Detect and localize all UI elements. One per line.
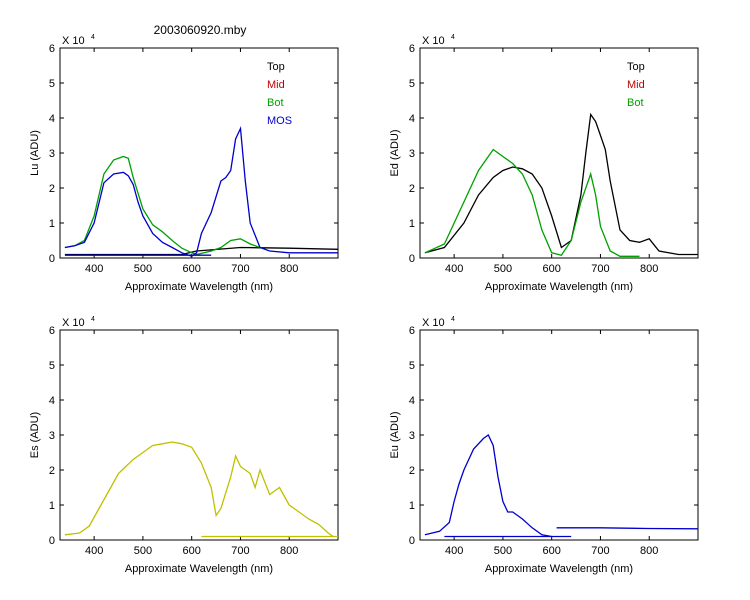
y-axis-label: Eu (ADU) (389, 411, 401, 458)
x-tick-label: 500 (134, 545, 152, 557)
y-tick-label: 3 (409, 430, 415, 442)
x-tick-label: 700 (231, 263, 249, 275)
y-exponent-power: 4 (451, 316, 455, 323)
y-tick-label: 0 (409, 253, 415, 265)
y-tick-label: 5 (49, 78, 55, 90)
x-tick-label: 600 (183, 263, 201, 275)
x-tick-label: 400 (85, 263, 103, 275)
y-tick-label: 6 (409, 325, 415, 337)
y-tick-label: 4 (49, 395, 55, 407)
y-tick-label: 3 (409, 148, 415, 160)
y-axis-label: Es (ADU) (29, 412, 41, 458)
y-exponent-label: X 10 (422, 317, 445, 329)
series-line-top (424, 112, 698, 256)
y-tick-label: 2 (49, 465, 55, 477)
x-tick-label: 500 (494, 545, 512, 557)
x-tick-label: 400 (445, 545, 463, 557)
y-tick-label: 3 (49, 148, 55, 160)
x-tick-label: 700 (591, 263, 609, 275)
x-axis-label: Approximate Wavelength (nm) (125, 563, 273, 575)
y-exponent-power: 4 (91, 34, 95, 41)
chart-es: 0 1 2 3 4 5 6 400 500 600 700 800 X 10 4 Approximate W… (29, 316, 339, 575)
y-tick-label: 6 (409, 43, 415, 55)
chart-ed: 0 1 2 3 4 5 6 400 500 600 700 800 X 10 4 Approximate W… (389, 34, 699, 293)
x-tick-label: 700 (591, 545, 609, 557)
legend-entry: Top (267, 61, 285, 73)
legend-entry: Top (627, 61, 645, 73)
x-tick-label: 600 (543, 263, 561, 275)
legend-entry: MOS (267, 115, 292, 127)
y-tick-label: 4 (409, 113, 415, 125)
y-exponent-power: 4 (91, 316, 95, 323)
x-tick-label: 800 (640, 263, 658, 275)
plot-frame (59, 47, 339, 259)
chart-lu: 0 1 2 3 4 5 6 400 500 600 700 800 X 10 4 Approximate W… (29, 34, 339, 293)
plot-frame (59, 329, 339, 541)
y-exponent-label: X 10 (422, 35, 445, 47)
plot-frame (419, 329, 699, 541)
y-tick-label: 1 (49, 218, 55, 230)
chart-eu: 0 1 2 3 4 5 6 400 500 600 700 800 X 10 4 Approximate W… (389, 316, 699, 575)
x-tick-label: 700 (231, 545, 249, 557)
y-tick-label: 4 (409, 395, 415, 407)
x-tick-label: 500 (494, 263, 512, 275)
series-line-eu (424, 434, 552, 538)
y-tick-label: 0 (49, 253, 55, 265)
series-line-top (64, 246, 339, 256)
series-line-bot (424, 148, 640, 257)
x-tick-label: 800 (280, 263, 298, 275)
series-line-eu-red (556, 527, 699, 530)
x-axis-label: Approximate Wavelength (nm) (125, 281, 273, 293)
legend-entry: Mid (627, 79, 645, 91)
x-tick-label: 400 (445, 263, 463, 275)
y-tick-label: 2 (409, 465, 415, 477)
x-tick-label: 800 (640, 545, 658, 557)
y-tick-label: 6 (49, 43, 55, 55)
y-tick-label: 3 (49, 430, 55, 442)
y-tick-label: 1 (49, 500, 55, 512)
y-tick-label: 0 (49, 535, 55, 547)
y-exponent-label: X 10 (62, 35, 85, 47)
y-tick-label: 1 (409, 218, 415, 230)
y-tick-label: 2 (409, 183, 415, 195)
x-tick-label: 500 (134, 263, 152, 275)
x-tick-label: 600 (543, 545, 561, 557)
y-tick-label: 5 (409, 78, 415, 90)
y-exponent-label: X 10 (62, 317, 85, 329)
y-axis-label: Ed (ADU) (389, 129, 401, 176)
legend-entry: Bot (627, 97, 644, 109)
x-axis-label: Approximate Wavelength (nm) (485, 563, 633, 575)
y-tick-label: 5 (49, 360, 55, 372)
series-line-es (64, 441, 334, 538)
y-tick-label: 0 (409, 535, 415, 547)
y-tick-label: 6 (49, 325, 55, 337)
y-axis-label: Lu (ADU) (29, 130, 41, 176)
series-line-bot (64, 155, 261, 256)
x-tick-label: 600 (183, 545, 201, 557)
y-tick-label: 4 (49, 113, 55, 125)
y-tick-label: 2 (49, 183, 55, 195)
series-line-mos (64, 126, 338, 258)
y-tick-label: 5 (409, 360, 415, 372)
y-exponent-power: 4 (451, 34, 455, 41)
legend-entry: Mid (267, 79, 285, 91)
x-axis-label: Approximate Wavelength (nm) (485, 281, 633, 293)
legend-entry: Bot (267, 97, 284, 109)
x-tick-label: 400 (85, 545, 103, 557)
y-tick-label: 1 (409, 500, 415, 512)
figure-title: 2003060920.mby (154, 23, 247, 37)
x-tick-label: 800 (280, 545, 298, 557)
